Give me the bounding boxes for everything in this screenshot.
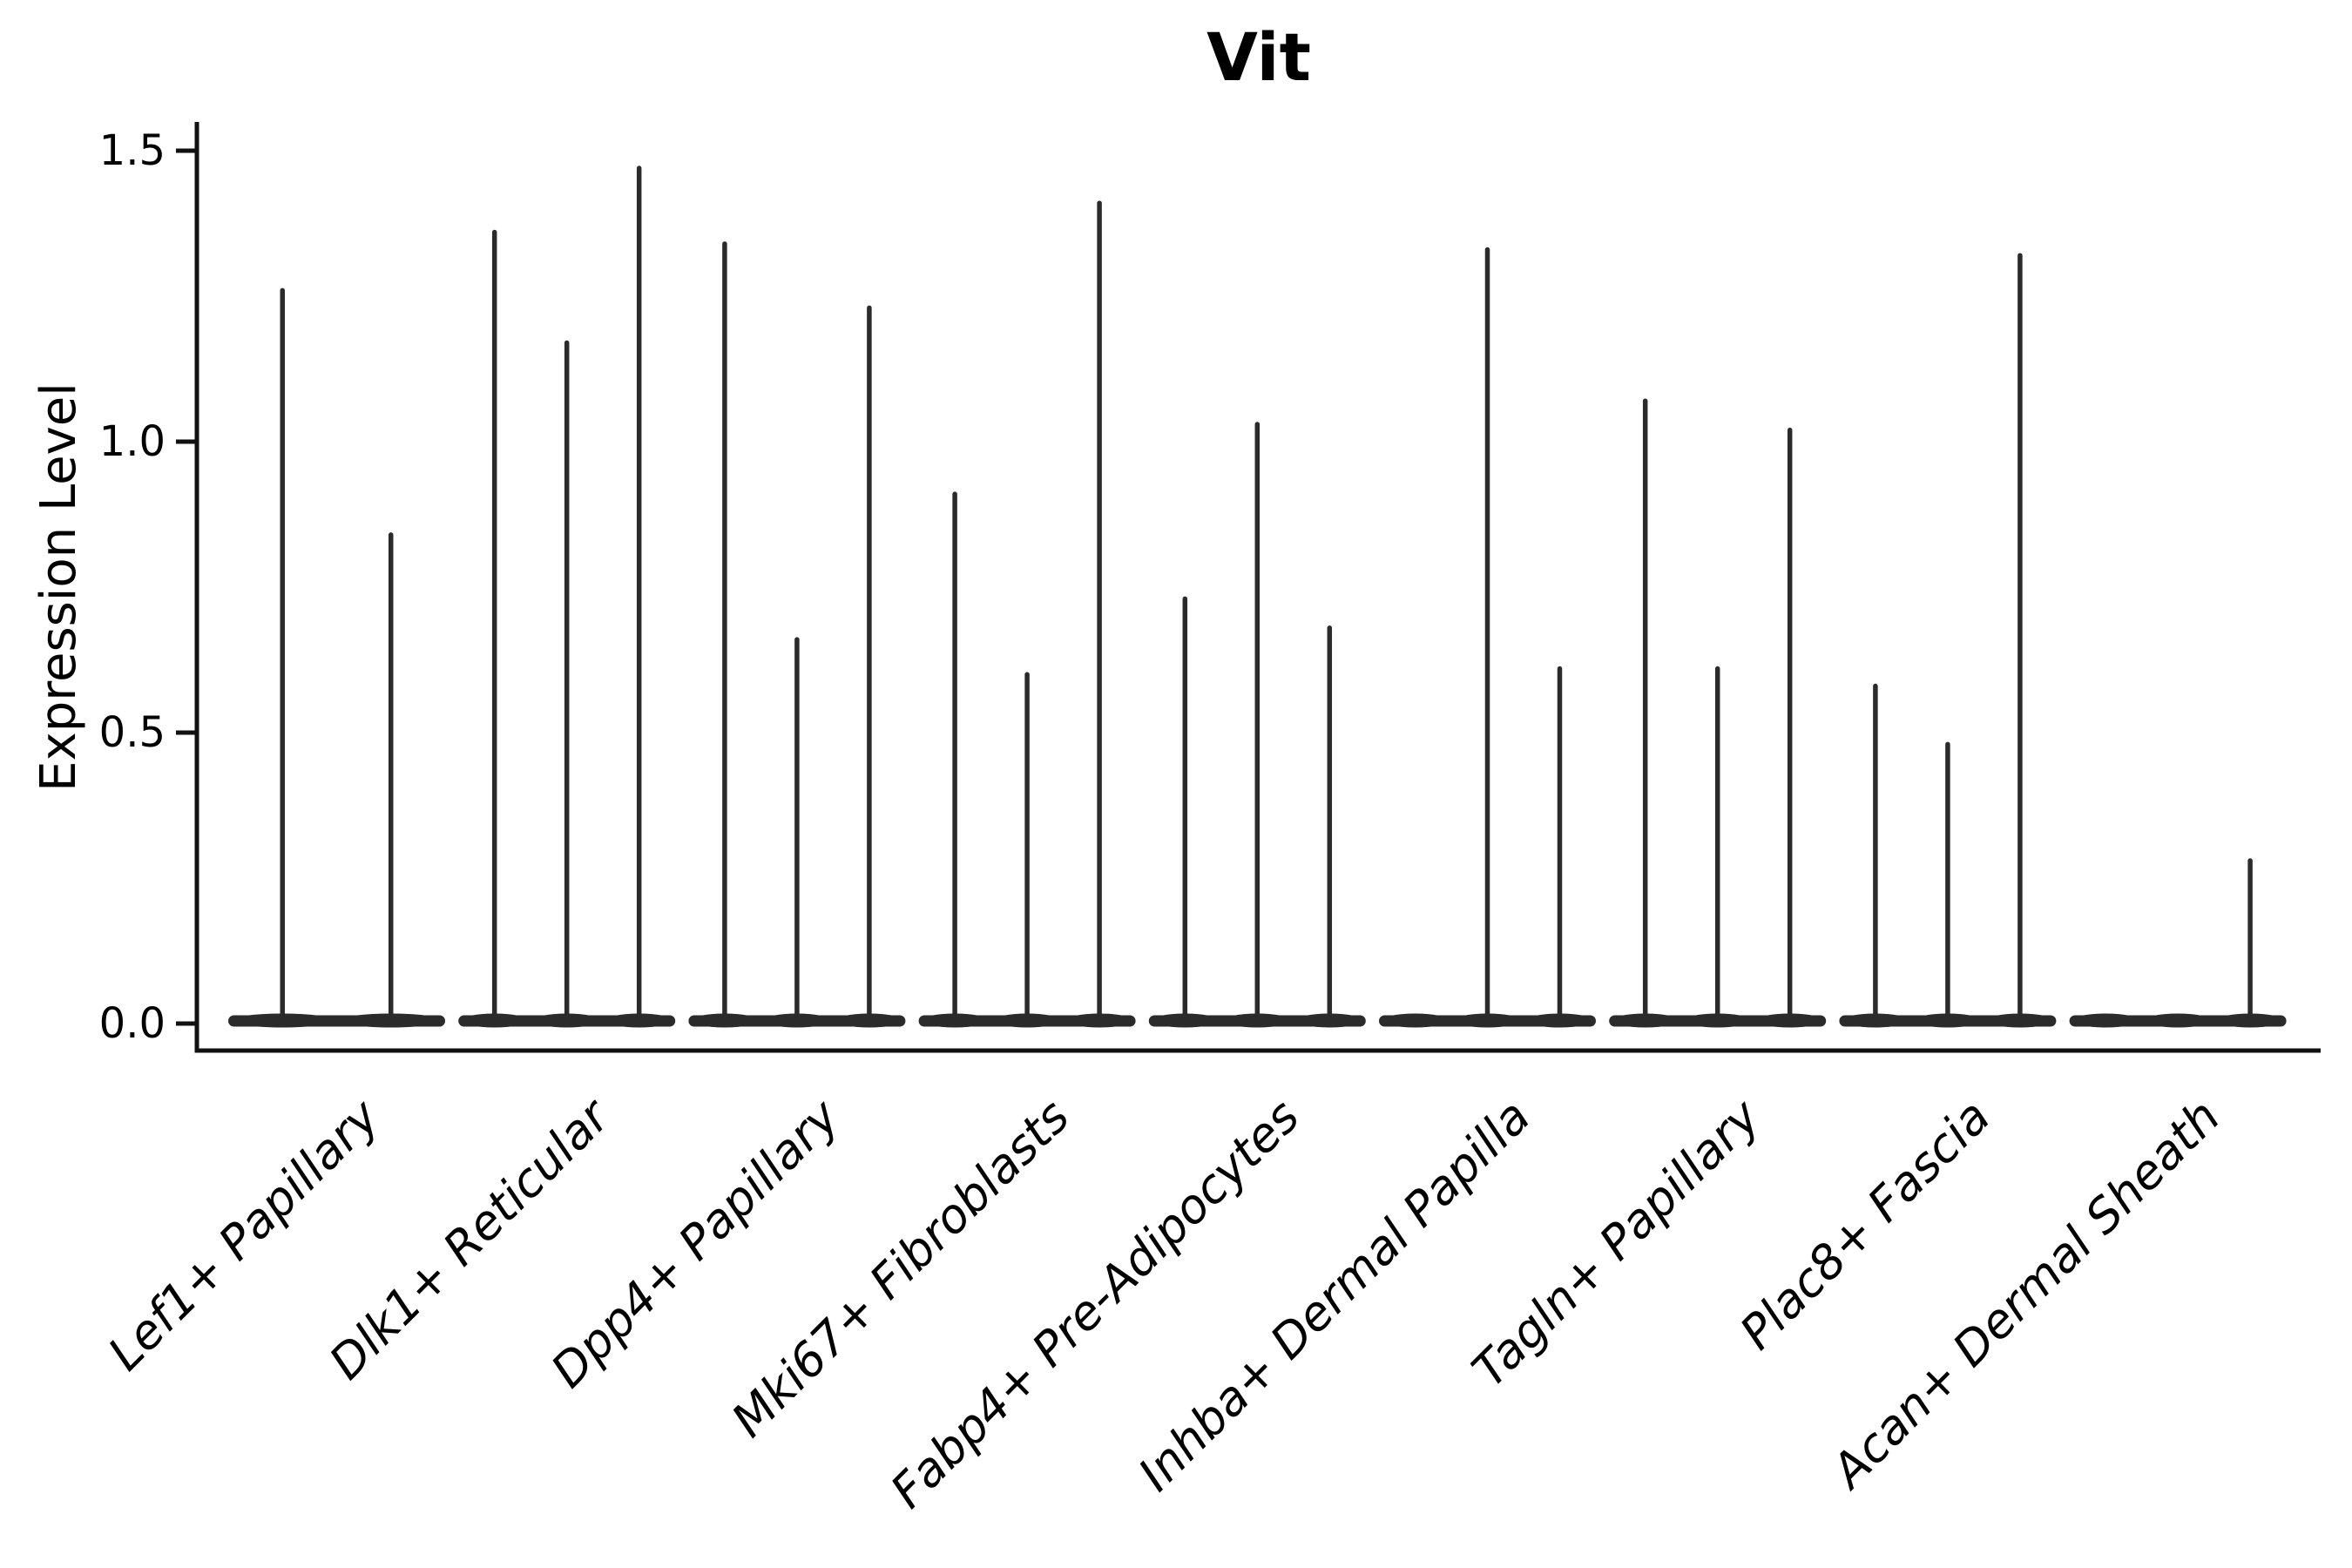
violin-base-bulge: [2072, 1013, 2139, 1028]
y-tick-label: 0.0: [98, 999, 166, 1048]
plot-title: Vit: [1206, 18, 1311, 96]
violin-base-bulge: [2144, 1013, 2212, 1028]
y-tick-label: 1.0: [98, 417, 166, 466]
y-tick-label: 0.5: [98, 708, 166, 757]
y-tick-label: 1.5: [98, 126, 166, 175]
violin-base-bulge: [1382, 1013, 1449, 1028]
